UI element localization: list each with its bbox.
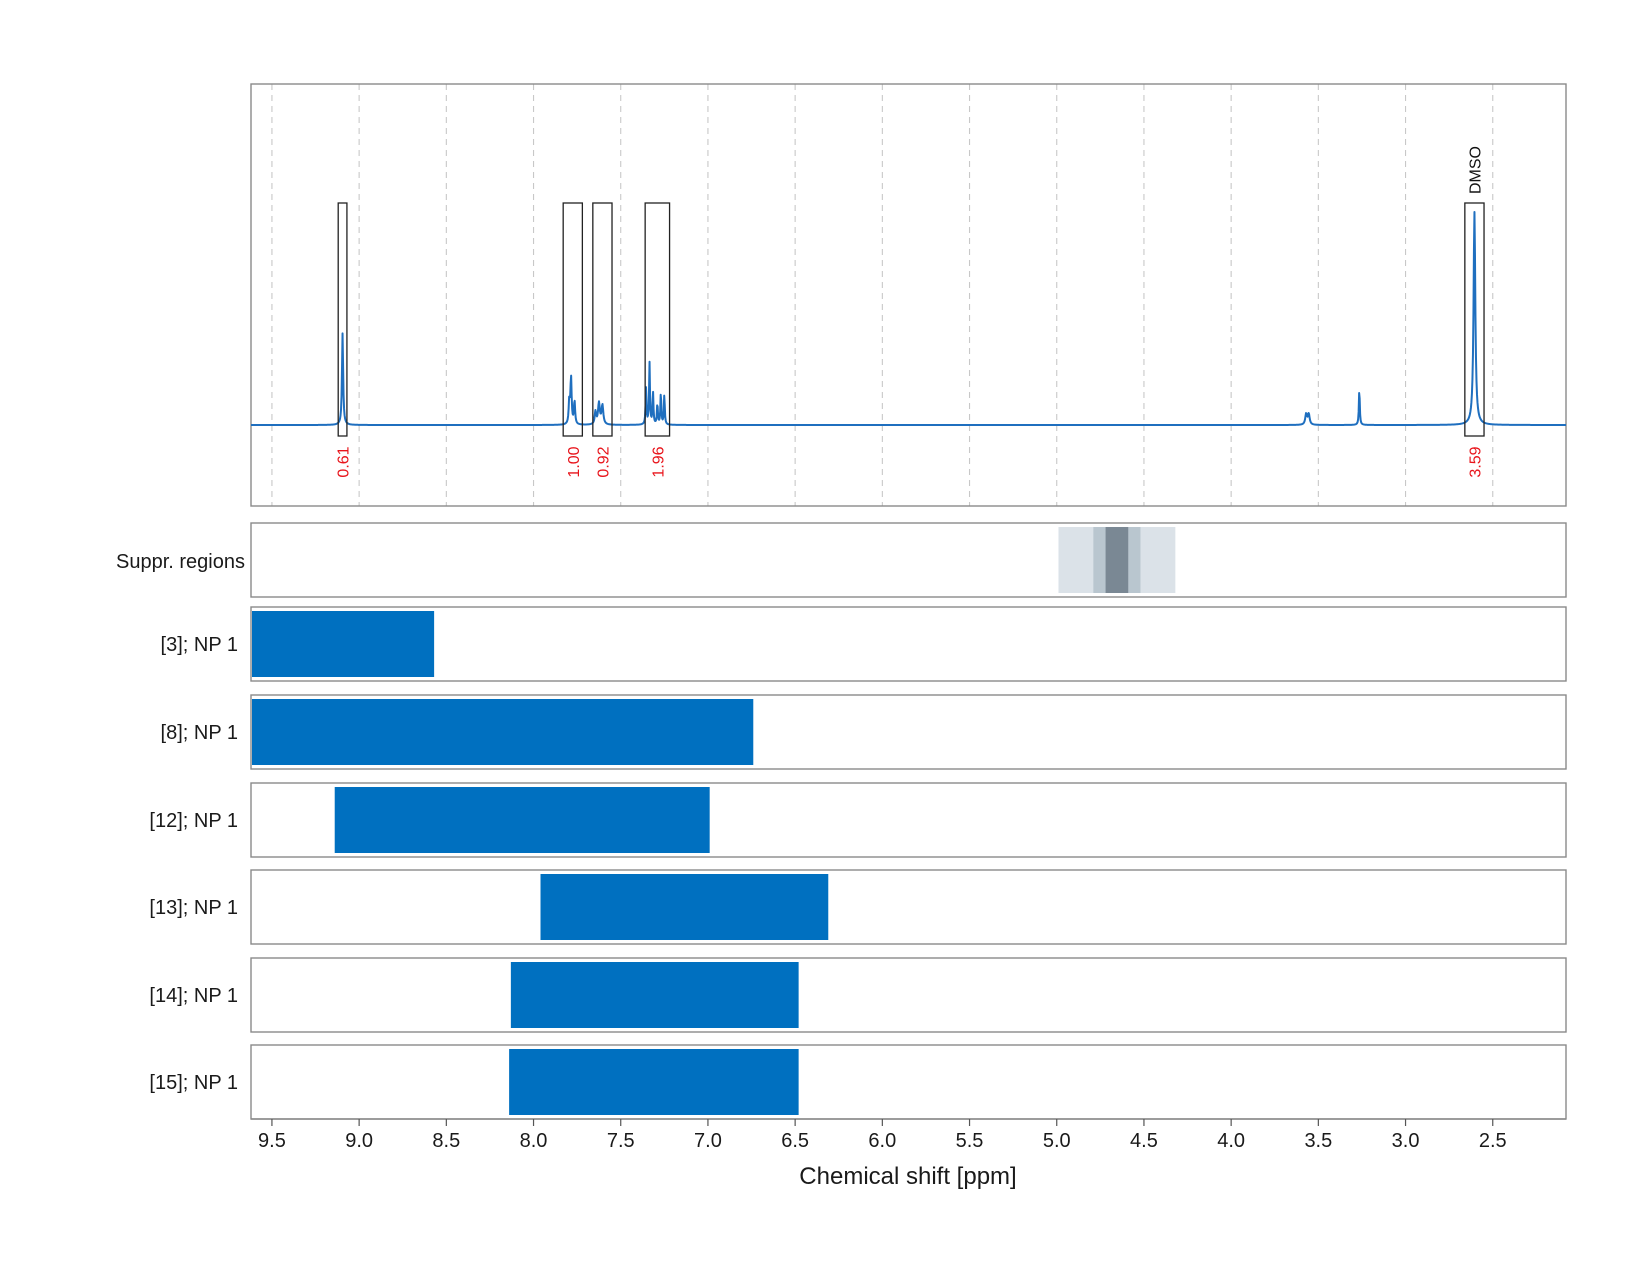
range-row-frame	[250, 869, 1567, 945]
x-tick-label: 9.0	[345, 1130, 373, 1152]
range-row-label: [14]; NP 1	[149, 985, 238, 1007]
x-tick-label: 2.5	[1479, 1130, 1507, 1152]
integration-region-box	[1464, 202, 1485, 437]
peak-annotation-label: DMSO	[1467, 146, 1484, 194]
integral-value: 0.61	[336, 446, 353, 477]
integral-value: 3.59	[1467, 446, 1484, 477]
grid-lines	[271, 84, 1494, 506]
range-row-frame	[250, 782, 1567, 858]
x-tick-label: 9.5	[258, 1130, 286, 1152]
x-tick-label: 5.0	[1043, 1130, 1071, 1152]
x-tick-label: 6.5	[781, 1130, 809, 1152]
x-tick-label: 6.0	[868, 1130, 896, 1152]
x-tick-label: 8.0	[520, 1130, 548, 1152]
integration-region-box	[337, 202, 348, 437]
suppression-panel: Suppr. regions	[116, 522, 1567, 598]
x-tick-label: 8.5	[432, 1130, 460, 1152]
range-row-frame	[250, 957, 1567, 1033]
spectrum-line	[250, 210, 1567, 427]
x-tick-label: 7.0	[694, 1130, 722, 1152]
integration-region-box	[562, 202, 584, 437]
spectrum-panel: 0.61 1.00 0.92 1.96 3.59 DMSO	[250, 83, 1567, 507]
suppression-frame	[250, 522, 1567, 598]
x-axis: Chemical shift [ppm] 9.5 9.0 8.5 8.0 7.5 7.0 6…	[251, 1118, 1566, 1190]
range-row-frame	[250, 1044, 1567, 1120]
range-bar	[252, 611, 435, 677]
range-row-label: [12]; NP 1	[149, 810, 238, 832]
x-axis-title: Chemical shift [ppm]	[799, 1163, 1016, 1190]
x-tick-label: 3.0	[1392, 1130, 1420, 1152]
range-bar	[540, 874, 829, 940]
x-tick-label: 3.5	[1304, 1130, 1332, 1152]
range-bar	[509, 1049, 799, 1115]
x-tick-label: 7.5	[607, 1130, 635, 1152]
range-row-label: [8]; NP 1	[161, 722, 238, 744]
range-rows: [3]; NP 1 [8]; NP 1 [12]; NP 1 [13]; NP 1 [1…	[149, 606, 1567, 1120]
spectrum-frame	[250, 83, 1567, 507]
range-row-label: [13]; NP 1	[149, 897, 238, 919]
integration-region-box	[644, 202, 671, 437]
integration-region-box	[592, 202, 613, 437]
range-bar	[510, 962, 799, 1028]
range-row-label: [15]; NP 1	[149, 1072, 238, 1094]
x-tick-label: 4.5	[1130, 1130, 1158, 1152]
x-tick-label: 5.5	[956, 1130, 984, 1152]
integral-value: 1.96	[650, 446, 667, 477]
range-row-label: [3]; NP 1	[161, 634, 238, 656]
integral-value: 1.00	[566, 446, 583, 477]
range-bar	[334, 787, 710, 853]
range-row-frame	[250, 694, 1567, 770]
suppression-label: Suppr. regions	[116, 551, 245, 573]
range-bar	[252, 699, 754, 765]
range-row-frame	[250, 606, 1567, 682]
x-tick-label: 4.0	[1217, 1130, 1245, 1152]
integral-value: 0.92	[595, 446, 612, 477]
suppression-band	[1105, 527, 1129, 593]
